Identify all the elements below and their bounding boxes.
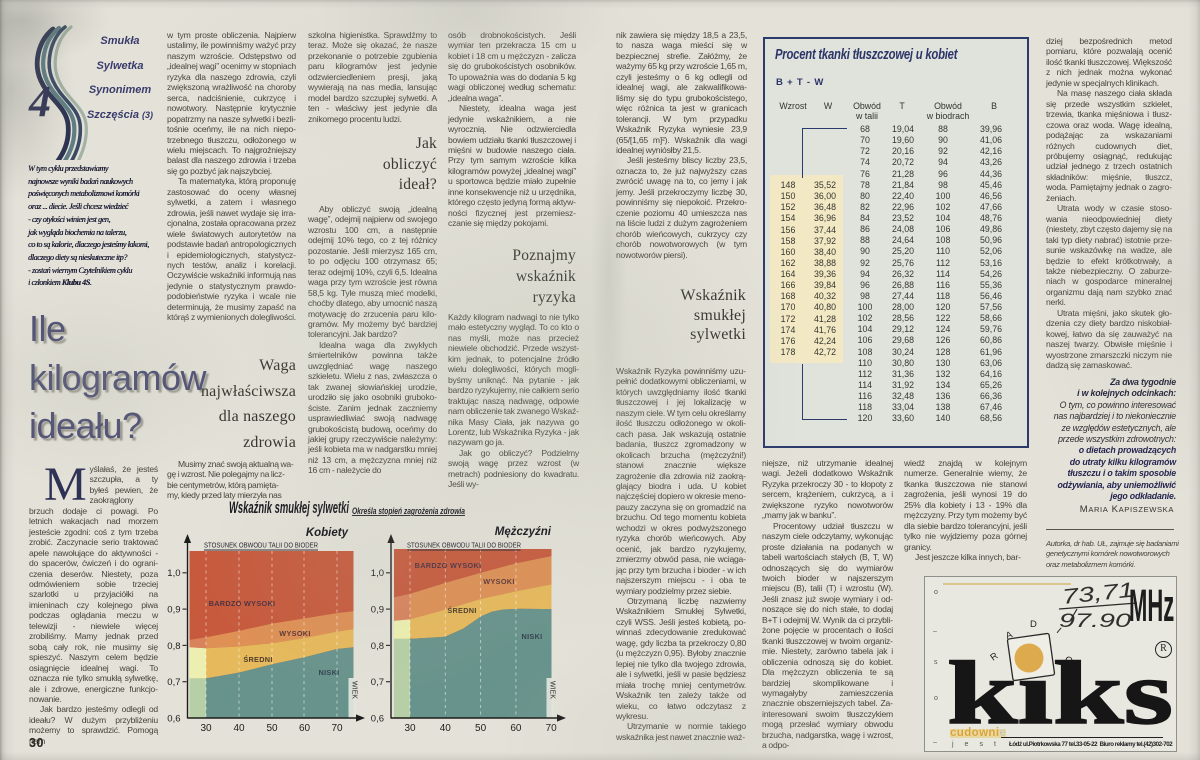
svg-text:70: 70: [546, 723, 558, 734]
svg-text:1,0: 1,0: [167, 568, 180, 579]
svg-text:50: 50: [475, 723, 487, 734]
svg-text:0,7: 0,7: [371, 677, 384, 688]
svg-text:STOSUNEK OBWODU TALII DO BIODE: STOSUNEK OBWODU TALII DO BIODER: [407, 543, 521, 550]
svg-text:WYSOKI: WYSOKI: [279, 629, 310, 638]
svg-text:Kobiety: Kobiety: [306, 527, 349, 539]
svg-text:60: 60: [510, 723, 522, 734]
svg-text:BARDZO WYSOKI: BARDZO WYSOKI: [209, 599, 276, 608]
svg-text:0,6: 0,6: [371, 713, 384, 724]
svg-text:ŚREDNI: ŚREDNI: [243, 655, 272, 664]
svg-text:4: 4: [28, 77, 51, 126]
svg-text:0,9: 0,9: [167, 605, 180, 616]
svg-text:ŚREDNI: ŚREDNI: [447, 606, 476, 615]
svg-text:70: 70: [331, 723, 343, 734]
svg-text:1,0: 1,0: [371, 568, 384, 579]
svg-text:WIEK: WIEK: [549, 681, 556, 699]
svg-text:Mężczyźni: Mężczyźni: [495, 526, 552, 538]
svg-text:NISKI: NISKI: [319, 668, 340, 677]
svg-text:BARDZO WYSOKI: BARDZO WYSOKI: [415, 561, 482, 570]
svg-text:WYSOKI: WYSOKI: [483, 577, 514, 586]
svg-text:0,9: 0,9: [371, 605, 384, 616]
svg-text:60: 60: [299, 723, 311, 734]
svg-text:NISKI: NISKI: [522, 632, 543, 641]
svg-text:40: 40: [233, 723, 245, 734]
svg-text:0,8: 0,8: [371, 641, 384, 652]
svg-text:30: 30: [200, 723, 212, 734]
svg-text:40: 40: [440, 723, 452, 734]
svg-text:STOSUNEK OBWODU TALII DO BIODE: STOSUNEK OBWODU TALII DO BIODER: [204, 543, 318, 550]
svg-text:0,7: 0,7: [167, 677, 180, 688]
svg-text:Wskaźnik smukłej sylwetki: Wskaźnik smukłej sylwetki: [229, 499, 349, 517]
svg-text:Określa stopień zagrożenia zdr: Określa stopień zagrożenia zdrowia: [352, 506, 465, 516]
svg-text:50: 50: [266, 723, 278, 734]
svg-text:0,8: 0,8: [167, 641, 180, 652]
svg-text:WIEK: WIEK: [351, 681, 358, 699]
svg-text:0,6: 0,6: [167, 713, 180, 724]
svg-text:30: 30: [404, 723, 416, 734]
